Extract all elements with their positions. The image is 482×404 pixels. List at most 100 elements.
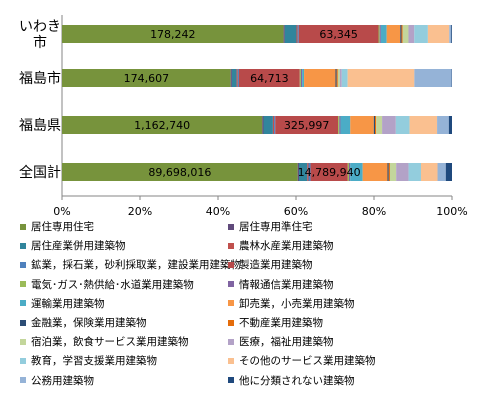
legend-item: 公務用建築物 (20, 373, 94, 388)
legend-swatch (228, 281, 234, 288)
bar-segment (284, 25, 297, 43)
x-tick-label: 20% (128, 205, 152, 218)
legend-item: 教育，学習支援業用建築物 (20, 353, 157, 368)
data-label: 14,789,940 (298, 166, 361, 179)
bar-segment (350, 163, 363, 181)
bar-segment (400, 25, 402, 43)
legend-item: 金融業，保険業用建築物 (20, 315, 147, 330)
data-label: 178,242 (150, 28, 196, 41)
bar-segment (341, 69, 348, 87)
data-label: 1,162,740 (134, 119, 190, 132)
bar-segment (307, 163, 309, 181)
legend-item: 農林水産業用建築物 (228, 238, 334, 253)
data-label: 63,345 (319, 28, 358, 41)
legend-item: その他のサービス業用建築物 (228, 353, 376, 368)
legend-swatch (228, 338, 234, 345)
bar-segment (263, 116, 273, 134)
bar-segment (379, 25, 381, 43)
bar-segment (388, 163, 390, 181)
bar-segment (420, 163, 438, 181)
data-label: 174,607 (124, 72, 170, 85)
bar-segment (340, 116, 351, 134)
bar-segment (297, 25, 299, 43)
legend-swatch (20, 377, 26, 384)
bar-segment (336, 69, 338, 87)
bar-segment (449, 25, 452, 43)
legend-item: 情報通信業用建築物 (228, 277, 334, 292)
bar-segment (296, 25, 298, 43)
bar-segment (375, 116, 377, 134)
legend-label: 卸売業，小売業用建築物 (239, 297, 355, 310)
legend-item: 宿泊業，飲食サービス業用建築物 (20, 334, 189, 349)
category-label: 市 (33, 34, 47, 51)
bar-segment (62, 163, 298, 181)
bar-segment (382, 116, 396, 134)
bar-segment (275, 116, 339, 134)
legend-label: 居住専用住宅 (31, 221, 94, 233)
bar-segment (299, 69, 301, 87)
legend-label: 鉱業，採石業，砂利採取業，建設業用建築物 (31, 259, 241, 272)
bar-segment (414, 69, 452, 87)
legend-item: 卸売業，小売業用建築物 (228, 296, 355, 311)
legend-label: 不動産業用建築物 (239, 317, 323, 329)
bar-segment (262, 116, 264, 134)
legend-item: 医療，福祉用建築物 (228, 334, 334, 349)
category-label: 全国計 (19, 164, 61, 181)
legend-item: 居住専用住宅 (20, 219, 94, 234)
legend-item: 鉱業，採石業，砂利採取業，建設業用建築物 (20, 257, 241, 272)
bar-segment (339, 116, 341, 134)
x-tick-label: 80% (362, 205, 386, 218)
bar-segment (236, 69, 238, 87)
bar-segment (437, 116, 449, 134)
bar-segment (402, 25, 409, 43)
bar-segment (387, 163, 389, 181)
x-tick-label: 40% (206, 205, 230, 218)
bar-segment (304, 69, 336, 87)
legend-item: 電気･ガス･熱供給･水道業用建築物 (20, 277, 194, 292)
legend-item: 運輸業用建築物 (20, 296, 105, 311)
data-label: 89,698,016 (148, 166, 211, 179)
bar-segment (414, 25, 428, 43)
bar-segment (376, 116, 383, 134)
x-tick-label: 100% (436, 205, 467, 218)
bar-segment (231, 69, 237, 87)
bar-segment (338, 116, 340, 134)
bar-segment (62, 116, 263, 134)
category-label: 福島市 (19, 70, 61, 87)
bar-segment (386, 25, 401, 43)
bar-segment (283, 25, 285, 43)
bar-segment (310, 163, 348, 181)
bar-segment (408, 163, 421, 181)
legend-label: 電気･ガス･熱供給･水道業用建築物 (31, 278, 194, 291)
legend-swatch (20, 300, 26, 307)
legend-label: 金融業，保険業用建築物 (31, 317, 147, 329)
bar-segment (335, 69, 337, 87)
legend-item: 居住産業併用建築物 (20, 238, 126, 253)
legend-label: その他のサービス業用建築物 (239, 355, 376, 368)
legend-swatch (20, 261, 26, 268)
legend-swatch (228, 300, 234, 307)
bar-segment (378, 25, 380, 43)
legend-swatch (228, 261, 234, 268)
bar-segment (380, 25, 387, 43)
bar-segment (437, 163, 446, 181)
legend-item: 他に分類されない建築物 (228, 373, 355, 388)
bar-segment (445, 163, 452, 181)
legend-swatch (20, 281, 26, 288)
bar-segment (297, 163, 299, 181)
bar-segment (298, 163, 308, 181)
bar-segment (62, 69, 231, 87)
bar-segment (237, 69, 239, 87)
bar-segment (451, 25, 452, 43)
legend-label: 公務用建築物 (31, 374, 94, 387)
legend-item: 居住専用準住宅 (228, 219, 313, 234)
legend-swatch (228, 242, 234, 249)
bar-segment (347, 163, 350, 181)
bar-segment (337, 69, 340, 87)
bar-segment (347, 69, 415, 87)
category-label: 福島県 (19, 118, 61, 134)
bar-segment (350, 116, 374, 134)
legend-label: 農林水産業用建築物 (239, 240, 334, 253)
bar-segment (427, 25, 450, 43)
